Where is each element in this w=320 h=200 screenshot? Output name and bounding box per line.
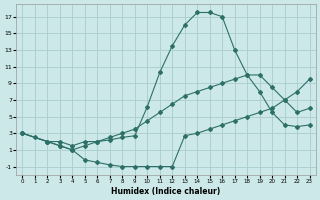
X-axis label: Humidex (Indice chaleur): Humidex (Indice chaleur) [111, 187, 221, 196]
